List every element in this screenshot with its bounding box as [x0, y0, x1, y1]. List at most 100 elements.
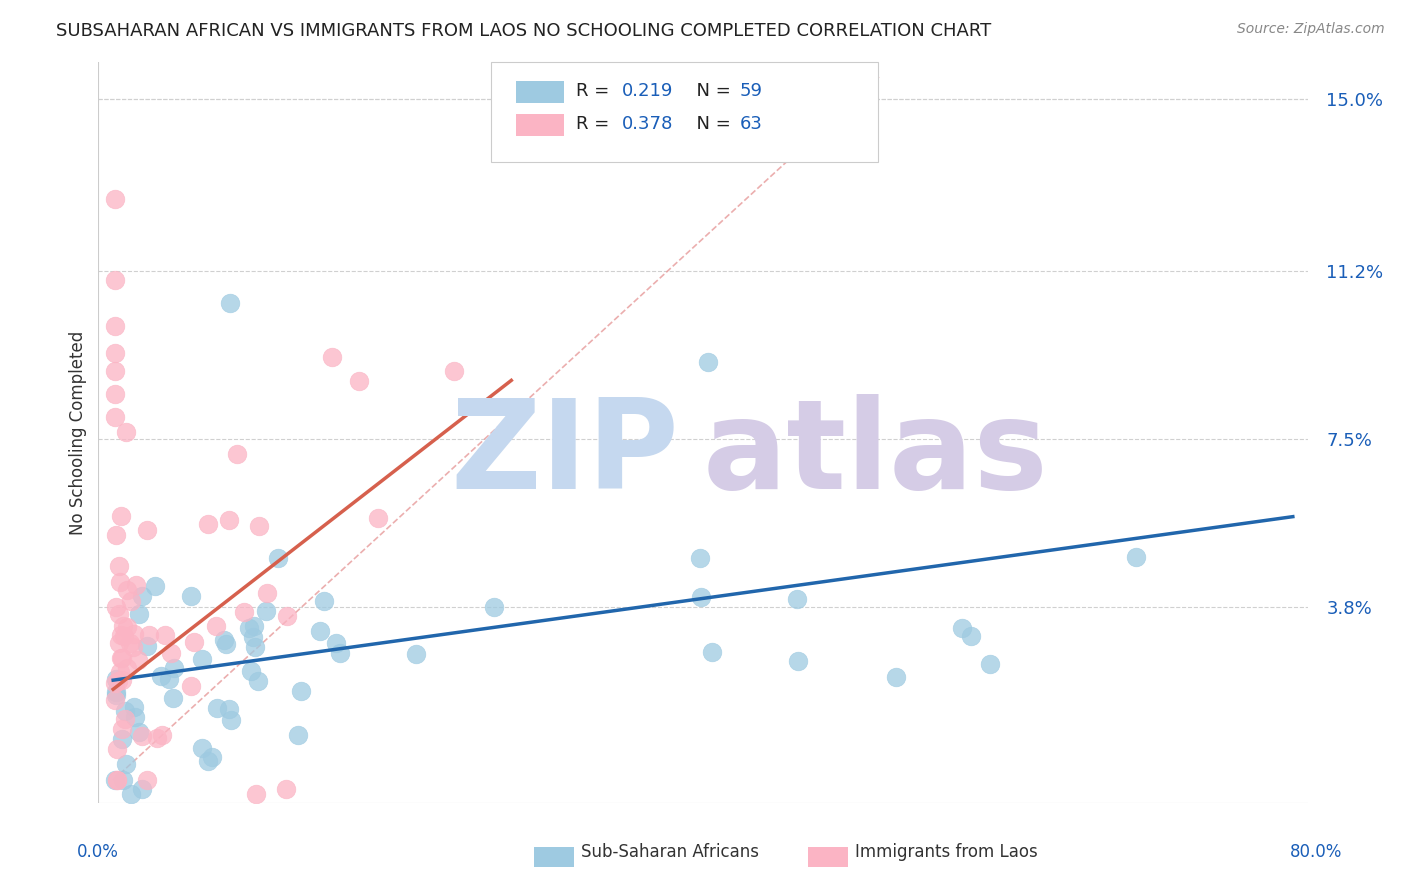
Point — [111, 731, 134, 746]
Point — [131, 782, 153, 797]
Point — [104, 599, 127, 614]
Point — [240, 664, 263, 678]
Point — [110, 628, 132, 642]
Point — [111, 722, 134, 736]
Point — [254, 604, 277, 618]
Point — [124, 710, 146, 724]
Point — [111, 673, 134, 687]
Point — [1125, 549, 1147, 564]
Text: atlas: atlas — [703, 394, 1049, 516]
Text: Sub-Saharan Africans: Sub-Saharan Africans — [581, 843, 759, 861]
Point — [232, 605, 254, 619]
Point — [104, 346, 127, 360]
Point — [120, 594, 142, 608]
Point — [104, 688, 127, 702]
Point — [249, 518, 271, 533]
Point — [104, 364, 127, 378]
Text: ZIP: ZIP — [450, 394, 679, 516]
Point — [215, 637, 238, 651]
Point — [276, 782, 298, 797]
Point — [104, 318, 127, 333]
Point — [110, 508, 132, 523]
Point — [149, 669, 172, 683]
Point — [124, 578, 146, 592]
Point — [312, 594, 335, 608]
Point — [104, 192, 127, 206]
Point — [105, 773, 128, 788]
Point — [205, 619, 228, 633]
FancyBboxPatch shape — [516, 114, 564, 136]
Point — [138, 628, 160, 642]
Point — [308, 624, 330, 639]
Point — [104, 773, 127, 788]
Point — [124, 700, 146, 714]
Point — [786, 592, 808, 607]
Point — [226, 447, 249, 461]
Point — [131, 589, 153, 603]
Point — [180, 589, 202, 603]
Point — [329, 646, 352, 660]
Point — [287, 728, 309, 742]
Point — [108, 558, 131, 573]
Point — [111, 651, 134, 665]
Point — [143, 579, 166, 593]
Point — [105, 527, 128, 541]
Point — [120, 636, 142, 650]
Point — [153, 628, 176, 642]
Point — [242, 630, 264, 644]
Point — [115, 619, 138, 633]
Point — [247, 673, 270, 688]
Point — [104, 387, 127, 401]
Point — [197, 516, 219, 531]
Text: 63: 63 — [740, 115, 762, 133]
Point — [114, 705, 136, 719]
Text: Source: ZipAtlas.com: Source: ZipAtlas.com — [1237, 22, 1385, 37]
Point — [197, 754, 219, 768]
Point — [950, 621, 973, 635]
Point — [104, 409, 127, 424]
Point — [127, 653, 149, 667]
Point — [690, 591, 713, 605]
Point — [146, 731, 169, 745]
Point — [405, 648, 427, 662]
Point — [205, 701, 228, 715]
Point — [201, 749, 224, 764]
Point — [105, 773, 128, 788]
Point — [135, 523, 157, 537]
Point — [276, 609, 298, 624]
Point — [183, 635, 205, 649]
Text: R =: R = — [576, 81, 614, 100]
Text: SUBSAHARAN AFRICAN VS IMMIGRANTS FROM LAOS NO SCHOOLING COMPLETED CORRELATION CH: SUBSAHARAN AFRICAN VS IMMIGRANTS FROM LA… — [56, 22, 991, 40]
Point — [238, 621, 260, 635]
Point — [115, 661, 138, 675]
Point — [321, 350, 343, 364]
Point — [110, 651, 132, 665]
Point — [245, 640, 267, 654]
Point — [105, 742, 128, 756]
Point — [787, 654, 810, 668]
Point — [121, 640, 143, 654]
Point — [111, 619, 134, 633]
Point — [107, 607, 129, 621]
Point — [290, 684, 312, 698]
Point — [160, 646, 183, 660]
FancyBboxPatch shape — [492, 62, 879, 162]
Point — [108, 574, 131, 589]
Point — [347, 374, 370, 388]
Point — [700, 645, 723, 659]
Point — [212, 633, 235, 648]
Point — [136, 639, 159, 653]
Point — [114, 425, 136, 439]
Text: 0.0%: 0.0% — [77, 843, 120, 861]
Point — [112, 629, 135, 643]
Text: 0.378: 0.378 — [621, 115, 673, 133]
Point — [267, 551, 290, 566]
Text: 59: 59 — [740, 81, 762, 100]
Point — [482, 600, 505, 615]
Point — [108, 636, 131, 650]
Point — [114, 757, 136, 772]
Point — [190, 652, 212, 666]
Point — [114, 712, 136, 726]
Point — [218, 513, 240, 527]
Point — [157, 672, 180, 686]
